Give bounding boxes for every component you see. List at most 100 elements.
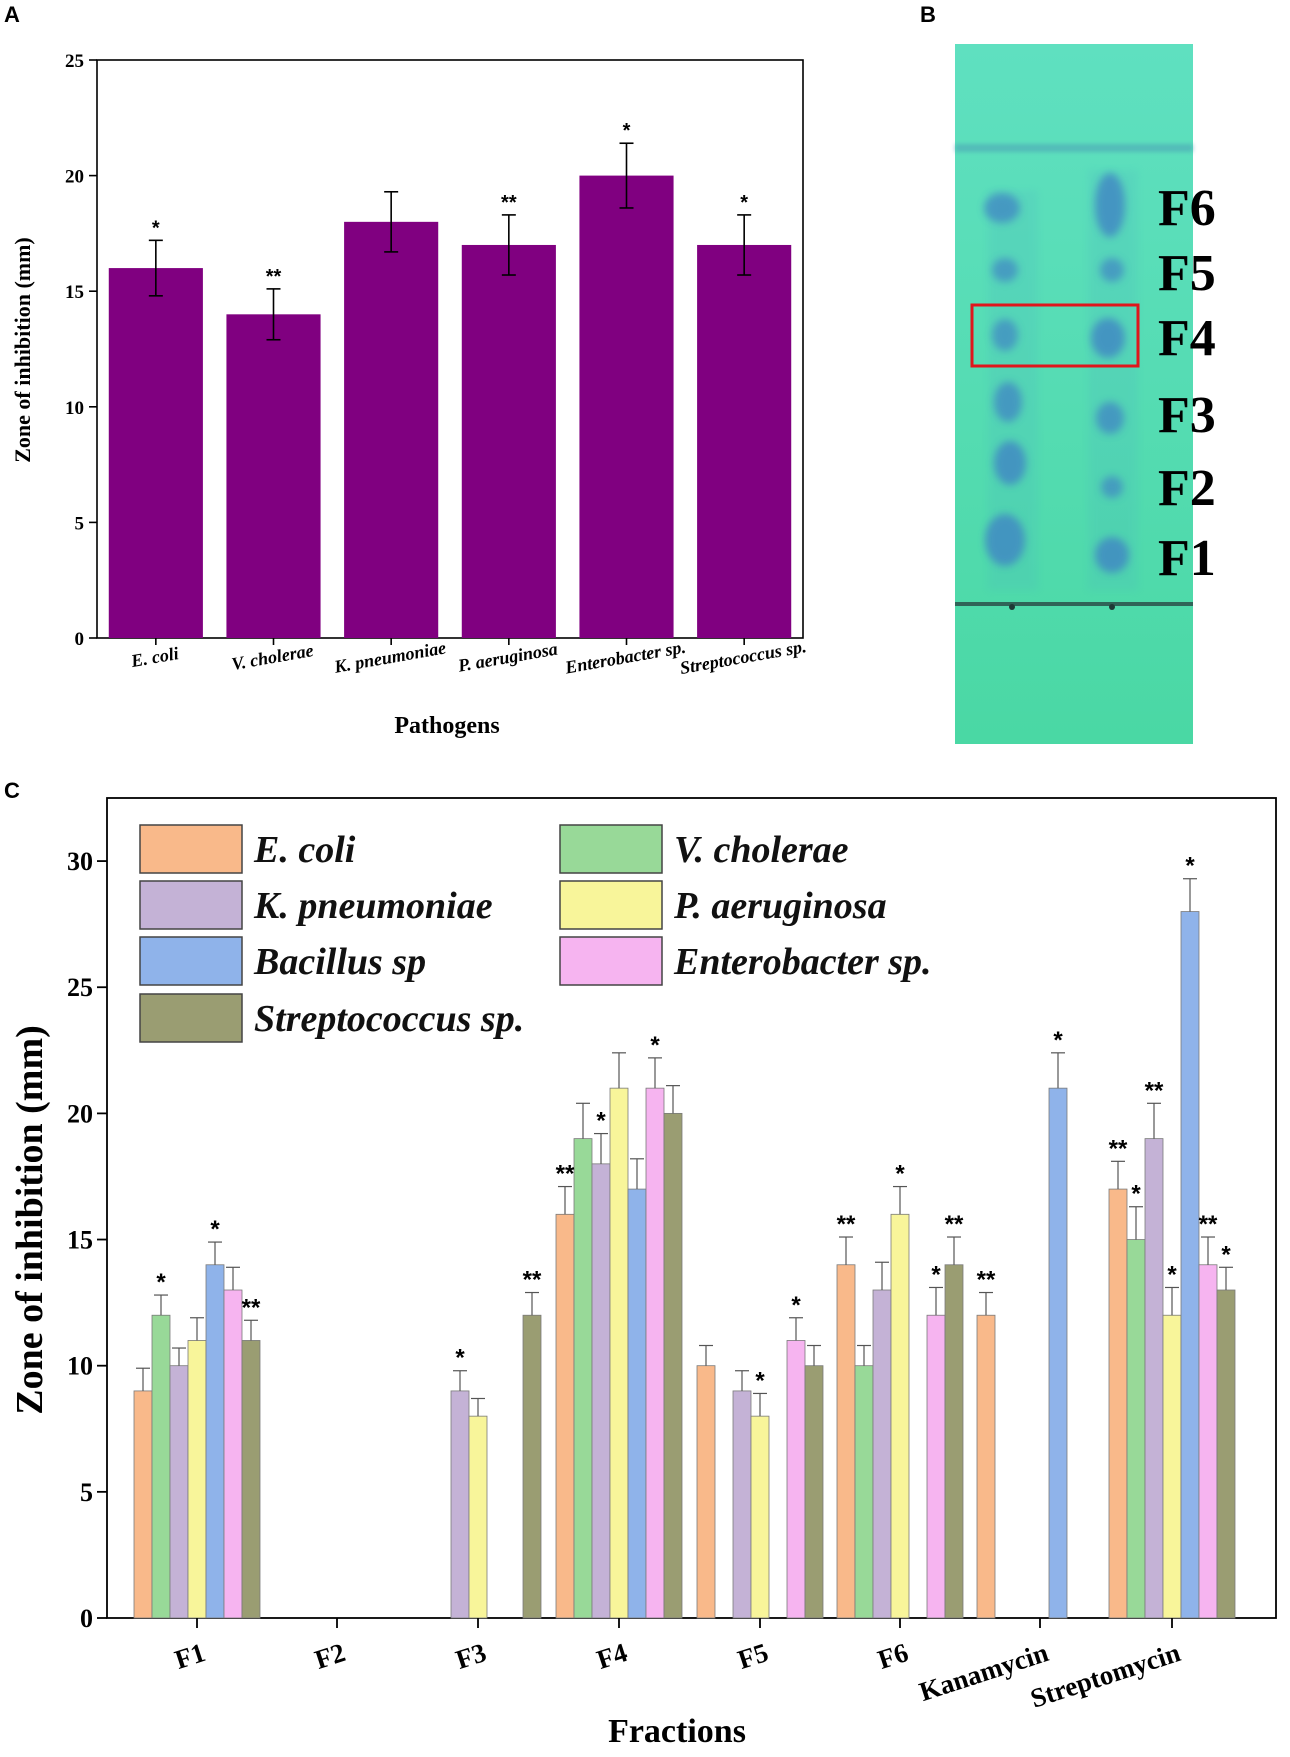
chart-c-bar-f5-e-coli	[696, 1365, 716, 1619]
chart-c-bar-f5-k-pneumoniae	[732, 1390, 752, 1619]
chart-a-category-label-p-aeruginosa: P. aeruginosa	[455, 638, 559, 675]
chart-c-y-tick-label-20: 20	[67, 1099, 93, 1128]
chart-c-category-label-f3: F3	[452, 1637, 490, 1675]
chart-c-significance-kanamycin-bacillus-sp: *	[1053, 1027, 1063, 1054]
chart-a-bar-e-coli	[108, 268, 203, 638]
chart-c-significance-streptomycin-k-pneumoniae: **	[1145, 1077, 1164, 1104]
chart-a-y-tick-label-0: 0	[75, 629, 85, 650]
chart-c-category-label-f4: F4	[593, 1637, 631, 1675]
tlc-origin-dot-right	[1109, 604, 1115, 610]
chart-a-significance-e-coli: *	[152, 217, 160, 239]
chart-c-bar-f4-e-coli	[555, 1213, 575, 1619]
chart-c-bar-f5-p-aeruginosa	[750, 1415, 770, 1619]
chart-c-bar-streptomycin-v-cholerae	[1126, 1239, 1146, 1619]
chart-a-y-tick-label-20: 20	[65, 167, 84, 188]
chart-c-bar-streptomycin-bacillus-sp	[1180, 911, 1200, 1619]
chart-c-legend-label-streptococcus-sp: Streptococcus sp.	[254, 998, 524, 1040]
chart-c-significance-f5-enterobacter-sp: *	[791, 1292, 801, 1319]
chart-c-bar-f4-bacillus-sp	[627, 1188, 647, 1619]
chart-c-legend-swatch-bacillus-sp	[139, 936, 243, 986]
chart-a-x-axis-title: Pathogens	[394, 713, 499, 739]
chart-c-bar-f6-streptococcus-sp	[944, 1264, 964, 1619]
chart-c-bar-f4-enterobacter-sp	[645, 1087, 665, 1619]
chart-c-bar-f3-p-aeruginosa	[468, 1415, 488, 1619]
chart-c-legend-label-enterobacter-sp: Enterobacter sp.	[673, 941, 932, 983]
chart-c-legend-label-e-coli: E. coli	[253, 829, 356, 871]
chart-c-significance-f1-streptococcus-sp: **	[242, 1294, 261, 1321]
chart-c-category-label-f6: F6	[874, 1637, 912, 1675]
chart-c-significance-f3-k-pneumoniae: *	[455, 1345, 465, 1372]
chart-a-category-label-enterobacter-sp: Enterobacter sp.	[563, 637, 688, 678]
tlc-spot-left-f6	[984, 193, 1020, 223]
chart-c-significance-f6-e-coli: **	[837, 1211, 856, 1238]
chart-c-bar-f4-p-aeruginosa	[609, 1087, 629, 1619]
chart-a-axes: 0 5 10 15 20 25	[65, 51, 804, 650]
chart-c-legend-swatch-streptococcus-sp	[139, 993, 243, 1043]
tlc-spot-left-f5	[992, 258, 1018, 282]
tlc-origin-dot-left	[1009, 604, 1015, 610]
chart-c-bar-f6-v-cholerae	[854, 1365, 874, 1619]
chart-c-legend-swatch-p-aeruginosa	[559, 880, 663, 930]
chart-c-significance-f1-v-cholerae: *	[156, 1269, 166, 1296]
chart-a-category-label-streptococcus-sp: Streptococcus sp.	[678, 636, 808, 678]
chart-c-significance-streptomycin-v-cholerae: *	[1131, 1181, 1141, 1208]
chart-c-x-axis-title: Fractions	[608, 1713, 746, 1750]
chart-c-legend: E. coli V. cholerae K. pneumoniae P. aerugi…	[139, 824, 932, 1043]
chart-c-bar-f1-bacillus-sp	[205, 1264, 225, 1619]
chart-c-significance-streptomycin-streptococcus-sp: *	[1221, 1241, 1231, 1268]
chart-c-bar-f5-streptococcus-sp	[804, 1365, 824, 1619]
chart-a-y-tick-label-25: 25	[65, 51, 84, 72]
tlc-spot-left-f2	[994, 441, 1026, 485]
chart-c-significance-streptomycin-p-aeruginosa: *	[1167, 1261, 1177, 1288]
chart-c-bar-f1-k-pneumoniae	[169, 1365, 189, 1619]
chart-a-y-tick-label-5: 5	[75, 513, 85, 534]
chart-c-bar-streptomycin-k-pneumoniae	[1144, 1138, 1164, 1619]
chart-a-significance-enterobacter-sp: *	[623, 120, 631, 142]
chart-c-bar-streptomycin-p-aeruginosa	[1162, 1314, 1182, 1619]
chart-c-axes: 0 5 10 15 20 25 30	[67, 797, 1277, 1633]
chart-c-bar-f1-enterobacter-sp	[223, 1289, 243, 1619]
chart-a-y-tick-label-15: 15	[65, 282, 84, 303]
chart-c-significance-streptomycin-e-coli: **	[1109, 1135, 1128, 1162]
tlc-spot-right-f3	[1096, 402, 1124, 434]
chart-a-category-label-e-coli: E. coli	[128, 643, 180, 671]
chart-c-bar-f6-e-coli	[836, 1264, 856, 1619]
chart-c-y-tick-label-0: 0	[80, 1604, 93, 1633]
chart-c-y-tick-label-25: 25	[67, 973, 93, 1002]
chart-a-category-label-v-cholerae: V. cholerae	[230, 640, 315, 674]
tlc-label-f5: F5	[1158, 245, 1216, 302]
chart-a-plot-frame	[96, 59, 804, 639]
chart-a-significance-streptococcus-sp: *	[740, 192, 748, 214]
chart-c-bar-f6-k-pneumoniae	[872, 1289, 892, 1619]
chart-c-plot-frame	[106, 797, 1277, 1619]
chart-a-bar-enterobacter-sp	[579, 175, 674, 638]
panel-letter-a: A	[4, 2, 20, 27]
chart-c-bar-f4-v-cholerae	[573, 1138, 593, 1619]
tlc-spot-right-f4	[1091, 318, 1125, 358]
chart-c-y-axis-title: Zone of inhibition (mm)	[9, 1025, 51, 1415]
chart-c-bar-f3-streptococcus-sp	[522, 1314, 542, 1619]
chart-c-category-label-f1: F1	[171, 1637, 209, 1675]
chart-c-significance-f4-enterobacter-sp: *	[650, 1032, 660, 1059]
chart-c-bar-f5-enterobacter-sp	[786, 1340, 806, 1619]
chart-c-significance-streptomycin-bacillus-sp: *	[1185, 853, 1195, 880]
chart-c-legend-swatch-k-pneumoniae	[139, 880, 243, 930]
tlc-label-f1: F1	[1158, 530, 1216, 587]
chart-c-bar-f1-streptococcus-sp	[241, 1340, 261, 1619]
tlc-spot-right-f6	[1095, 173, 1125, 237]
chart-a-bar-k-pneumoniae	[344, 221, 439, 638]
panel-letter-c: C	[4, 778, 20, 803]
tlc-plate: F6 F5 F4 F3 F2 F1	[955, 44, 1216, 744]
chart-c-legend-label-p-aeruginosa: P. aeruginosa	[673, 885, 887, 927]
chart-c-significance-f4-e-coli: **	[556, 1161, 575, 1188]
chart-a-category-label-k-pneumoniae: K. pneumoniae	[332, 637, 448, 676]
chart-c-legend-swatch-e-coli	[139, 824, 243, 874]
chart-c-legend-swatch-enterobacter-sp	[559, 936, 663, 986]
chart-c-significance-f6-enterobacter-sp: *	[931, 1261, 941, 1288]
tlc-lane-right	[1088, 170, 1138, 590]
chart-c-legend-label-v-cholerae: V. cholerae	[674, 829, 849, 871]
chart-c-significance-f3-streptococcus-sp: **	[523, 1267, 542, 1294]
